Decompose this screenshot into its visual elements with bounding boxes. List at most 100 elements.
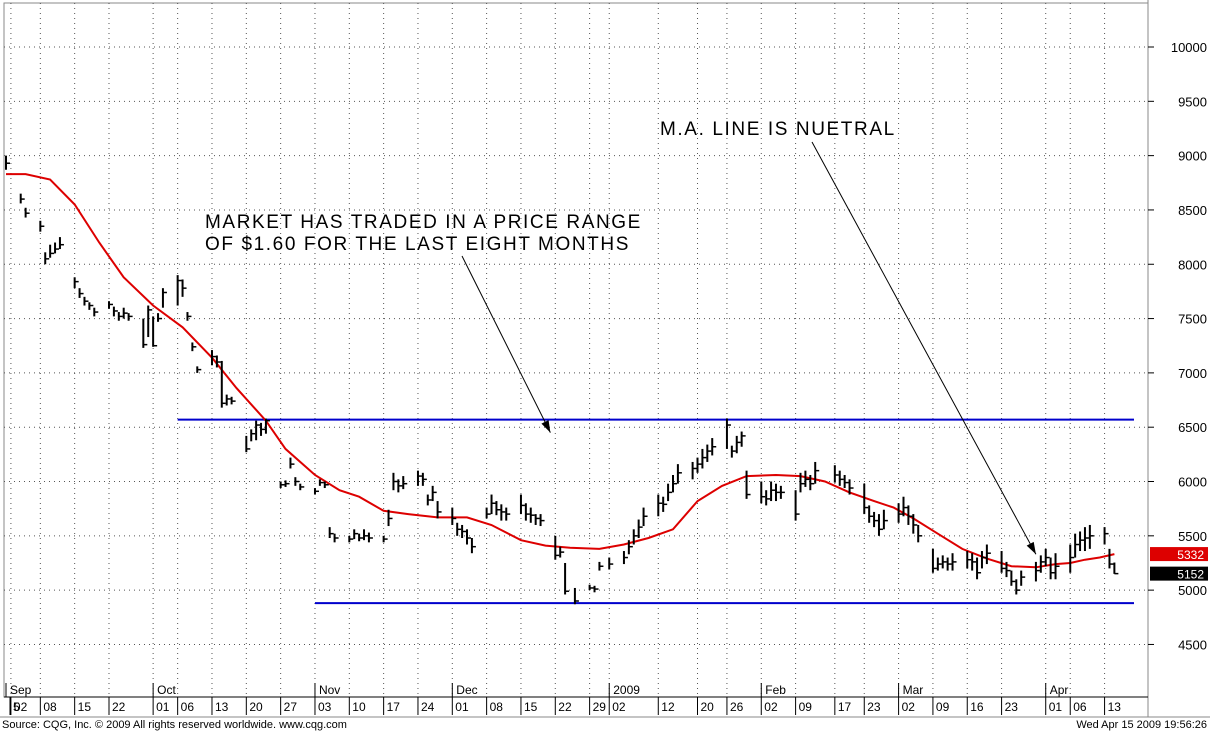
day-label: 01 <box>156 700 170 714</box>
price-bar <box>191 342 197 352</box>
day-label: 06 <box>181 700 195 714</box>
price-bar <box>215 355 221 368</box>
day-label: 22 <box>112 700 126 714</box>
day-label: 23 <box>1005 700 1019 714</box>
day-label: 02 <box>902 700 916 714</box>
price-bar <box>1020 570 1026 586</box>
price-bar <box>701 448 707 469</box>
price-bar <box>245 435 251 453</box>
day-label: 17 <box>838 700 852 714</box>
y-tick-label: 5500 <box>1178 529 1207 544</box>
price-bar <box>976 557 982 580</box>
price-bar <box>936 557 942 571</box>
day-label: 15 <box>524 700 538 714</box>
price-bar <box>573 587 579 605</box>
y-tick-label: 6500 <box>1178 420 1207 435</box>
day-label: 03 <box>318 700 332 714</box>
price-bar <box>127 313 133 321</box>
price-bar <box>711 438 717 456</box>
price-bar <box>877 514 883 536</box>
y-tick-label: 9000 <box>1178 149 1207 164</box>
arrowhead <box>1026 541 1036 555</box>
price-bar <box>1049 557 1055 580</box>
price-tag-bg <box>1150 566 1208 581</box>
price-bar <box>691 461 697 480</box>
price-bar <box>83 296 89 306</box>
price-bar <box>44 252 50 265</box>
price-bar <box>230 396 236 405</box>
price-bar <box>490 494 496 515</box>
price-bar <box>112 306 118 317</box>
annotation-arrow <box>811 141 1037 555</box>
price-bar <box>902 496 908 517</box>
day-label: 08 <box>43 700 57 714</box>
price-bar <box>662 496 668 512</box>
y-tick-label: 7000 <box>1178 366 1207 381</box>
price-bar <box>598 561 604 571</box>
price-bar <box>73 277 79 289</box>
price-bar <box>122 307 128 319</box>
y-tick-label: 5000 <box>1178 583 1207 598</box>
price-bar <box>1088 524 1094 549</box>
price-bar <box>524 503 530 521</box>
day-label: 13 <box>215 700 229 714</box>
price-bar <box>868 505 874 523</box>
price-bar <box>770 481 776 502</box>
price-bar <box>323 481 329 489</box>
price-bar <box>1044 548 1050 567</box>
price-bar <box>667 483 673 502</box>
price-bar <box>1015 579 1021 595</box>
price-bar <box>318 479 324 486</box>
annotation-text: MARKET HAS TRADED IN A PRICE RANGE <box>205 212 642 233</box>
day-label: 01 <box>1049 700 1063 714</box>
day-label: 06 <box>1073 700 1087 714</box>
price-bar <box>495 501 501 516</box>
price-bar <box>328 527 334 538</box>
price-bar <box>588 584 594 591</box>
price-bar <box>78 288 84 298</box>
price-bar <box>730 445 736 458</box>
price-bar <box>917 524 923 543</box>
price-bar <box>671 474 677 493</box>
price-bar <box>912 514 918 534</box>
copyright-footer: Source: CQG, Inc. © 2009 All rights rese… <box>2 719 347 731</box>
day-label: 29 <box>593 700 607 714</box>
y-tick-label: 8500 <box>1178 203 1207 218</box>
price-bar <box>485 507 491 519</box>
price-bar <box>431 485 437 502</box>
month-label: Mar <box>903 683 924 697</box>
price-bar <box>740 431 746 447</box>
day-label: 01 <box>455 700 469 714</box>
price-bar <box>220 360 226 408</box>
price-bar <box>1069 544 1075 573</box>
day-label: 24 <box>421 700 435 714</box>
price-bar <box>181 279 187 297</box>
price-bar <box>779 485 785 499</box>
price-bar <box>161 288 167 308</box>
price-bar <box>24 207 30 218</box>
month-label: Dec <box>456 683 477 697</box>
price-bar <box>951 553 957 571</box>
price-bar <box>559 546 565 558</box>
price-bar <box>421 472 427 486</box>
price-bar <box>5 155 10 170</box>
price-bar <box>93 307 99 317</box>
price-bar <box>809 474 815 491</box>
y-tick-label: 6000 <box>1178 475 1207 490</box>
price-bar <box>907 505 913 525</box>
price-tag-label: 5332 <box>1177 548 1204 562</box>
price-bar <box>554 535 560 560</box>
price-bar <box>657 494 663 517</box>
day-label: 02 <box>764 700 778 714</box>
y-tick-label: 10000 <box>1171 40 1207 55</box>
price-bar <box>451 507 457 525</box>
price-bar <box>58 237 64 250</box>
price-bar <box>1103 527 1109 545</box>
day-label: 20 <box>701 700 715 714</box>
price-bar <box>19 193 25 204</box>
price-tag-bg <box>1150 547 1208 562</box>
price-bar <box>966 551 972 569</box>
price-bars <box>5 155 1119 605</box>
price-bar <box>255 420 261 441</box>
